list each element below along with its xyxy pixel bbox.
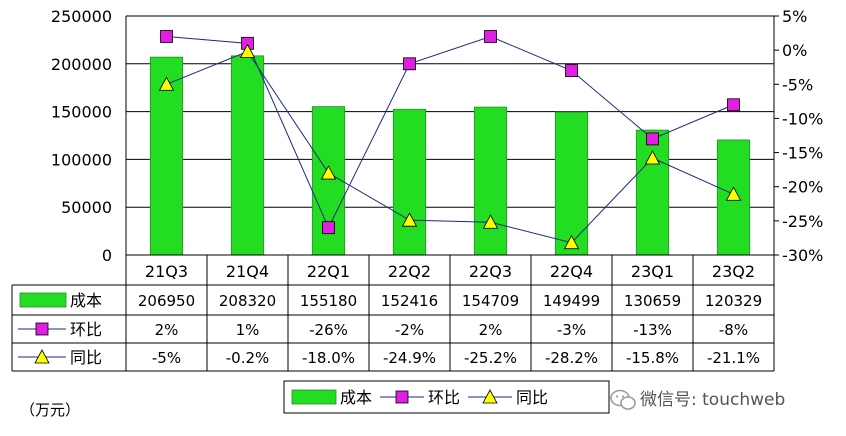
point-tongbi (158, 76, 175, 91)
table-cell: -0.2% (226, 349, 270, 367)
legend: 成本 环比 同比 (283, 380, 610, 414)
table-cell: -21.1% (707, 349, 760, 367)
point-huanbi (484, 30, 497, 43)
table-cell: -2% (395, 321, 424, 339)
bar (473, 106, 508, 256)
point-huanbi (727, 98, 740, 112)
unit-label: （万元） (20, 401, 80, 419)
right-tick-label: -15% (782, 144, 823, 163)
point-huanbi (565, 64, 578, 78)
legend-key-bar (291, 389, 337, 405)
left-tick-label: 150000 (51, 103, 112, 122)
table-cell: 206950 (138, 292, 195, 310)
bar-series (149, 55, 751, 256)
table-cell: -3% (557, 321, 586, 339)
row-label: 同比 (70, 348, 102, 367)
point-tongbi (644, 150, 661, 165)
table-cell: 154709 (462, 292, 519, 310)
legend-key-marker (395, 390, 409, 404)
row-key-bar (19, 292, 67, 308)
table-cell: 130659 (624, 292, 681, 310)
row-label: 成本 (70, 291, 102, 310)
right-tick-label: -10% (782, 109, 823, 128)
point-huanbi (646, 132, 659, 146)
left-tick-label: 200000 (51, 55, 112, 74)
left-tick-label: 100000 (51, 150, 112, 169)
table-cell: 208320 (219, 292, 276, 310)
right-tick-label: 0% (782, 41, 807, 60)
table-cell: -5% (152, 349, 181, 367)
wechat-icon (610, 389, 636, 410)
line-series (158, 30, 742, 250)
table-cell: 2% (479, 321, 503, 339)
table-cell: 1% (236, 321, 260, 339)
left-tick-label: 0 (102, 246, 112, 265)
table-cell: 152416 (381, 292, 438, 310)
right-tick-label: 5% (782, 7, 807, 26)
right-tick-label: -5% (782, 75, 813, 94)
legend-label: 同比 (516, 388, 548, 407)
category-label: 22Q2 (388, 262, 431, 281)
right-tick-label: -25% (782, 212, 823, 231)
right-axis: -30% -25% -20% -15% -10% -5% 0% 5% (774, 7, 823, 265)
category-label: 21Q3 (145, 262, 188, 281)
point-tongbi (725, 186, 742, 201)
table-cell: -25.2% (464, 349, 517, 367)
legend-label: 环比 (428, 388, 460, 407)
legend-box (283, 380, 610, 414)
point-tongbi (401, 212, 418, 227)
row-label: 环比 (70, 320, 102, 339)
table-cell: 120329 (705, 292, 762, 310)
legend-label: 成本 (340, 388, 372, 407)
gridlines (125, 15, 775, 256)
point-tongbi (563, 234, 580, 250)
point-tongbi (320, 165, 337, 180)
watermark-text: 微信号: touchweb (640, 390, 785, 410)
table-cell: -28.2% (545, 349, 598, 367)
right-tick-label: -20% (782, 178, 823, 197)
table-cell: 2% (155, 321, 179, 339)
bar (392, 108, 427, 256)
point-tongbi (239, 43, 256, 58)
category-label: 22Q1 (307, 262, 350, 281)
right-tick-label: -30% (782, 246, 823, 265)
table-cell: -15.8% (626, 349, 679, 367)
table-cell: 155180 (300, 292, 357, 310)
point-huanbi (160, 30, 173, 43)
category-label: 23Q2 (712, 262, 755, 281)
category-label: 23Q1 (631, 262, 674, 281)
point-huanbi (322, 221, 335, 235)
table-cell: -18.0% (302, 349, 355, 367)
left-tick-label: 50000 (61, 198, 112, 217)
category-label: 21Q4 (226, 262, 269, 281)
table-cell: -26% (309, 321, 348, 339)
data-table: 21Q3 21Q4 22Q1 22Q2 22Q3 22Q4 23Q1 23Q2 成本 206950… (11, 254, 775, 372)
bar (635, 129, 670, 256)
bar (230, 55, 265, 256)
table-cell: 149499 (543, 292, 600, 310)
table-cell: -24.9% (383, 349, 436, 367)
series-line-tongbi (166, 50, 734, 244)
point-tongbi (482, 214, 499, 229)
row-key-marker (35, 322, 49, 336)
left-axis: 0 50000 100000 150000 200000 250000 (51, 7, 112, 265)
watermark: 微信号: touchweb (610, 389, 785, 410)
table-cell: -13% (633, 321, 672, 339)
category-label: 22Q4 (550, 262, 593, 281)
left-tick-label: 250000 (51, 7, 112, 26)
legend-key-marker (482, 389, 498, 404)
bar (554, 111, 589, 256)
series-line-huanbi (166, 35, 734, 229)
row-key-marker (34, 349, 50, 364)
category-label: 22Q3 (469, 262, 512, 281)
table-cell: -8% (719, 321, 748, 339)
point-huanbi (403, 57, 416, 71)
